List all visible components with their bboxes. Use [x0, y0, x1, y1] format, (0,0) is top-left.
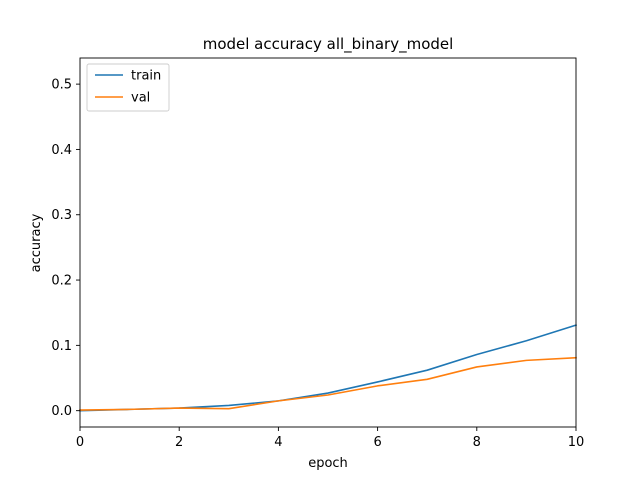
y-axis-label: accuracy: [29, 213, 44, 272]
chart-title: model accuracy all_binary_model: [203, 35, 454, 54]
legend-label-val: val: [131, 91, 150, 106]
legend-label-train: train: [131, 69, 161, 84]
y-tick-label: 0.3: [51, 208, 72, 223]
x-axis-label: epoch: [308, 456, 348, 471]
x-tick-label: 10: [568, 435, 585, 450]
y-tick-label: 0.1: [51, 339, 72, 354]
plot-frame: [79, 57, 577, 428]
y-tick-label: 0.0: [51, 404, 72, 419]
series-line-val: [79, 356, 577, 411]
x-tick-label: 0: [76, 435, 84, 450]
y-tick-label: 0.5: [51, 78, 72, 93]
x-tick-label: 4: [274, 435, 282, 450]
legend: train val: [86, 63, 170, 112]
plot-area: 0 2 4 6 8 10 0.0 0.1 0.2 0.3 0.4 0.5: [51, 57, 585, 450]
x-tick-label: 8: [473, 435, 481, 450]
x-tick-label: 6: [373, 435, 381, 450]
y-tick-label: 0.2: [51, 274, 72, 289]
y-tick-label: 0.4: [51, 143, 72, 158]
x-tick-label: 2: [175, 435, 183, 450]
